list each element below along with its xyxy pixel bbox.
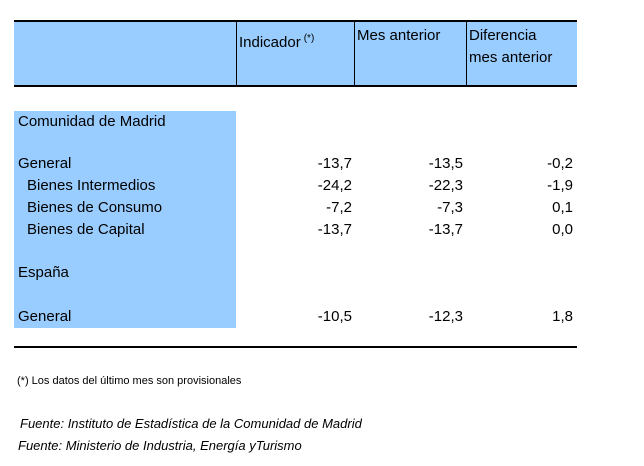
- source-line: Fuente: Ministerio de Industria, Energía…: [18, 438, 302, 453]
- table-row: Bienes de Consumo -7,2 -7,3 0,1: [0, 197, 644, 219]
- table-bottom-rule: [14, 346, 577, 348]
- header-indicador-mark: (*): [303, 33, 315, 44]
- value-diferencia: 1,8: [552, 308, 573, 325]
- row-label: Bienes de Capital: [27, 221, 145, 238]
- table-row: General -13,7 -13,5 -0,2: [0, 153, 644, 175]
- row-label: Bienes de Consumo: [27, 199, 163, 216]
- value-indicador: -13,7: [317, 221, 352, 238]
- value-mes-anterior: -12,3: [428, 308, 463, 325]
- header-diferencia-line2: mes anterior: [469, 49, 553, 66]
- value-mes-anterior: -13,5: [428, 155, 463, 172]
- value-mes-anterior: -13,7: [428, 221, 463, 238]
- value-indicador: -10,5: [317, 308, 352, 325]
- value-mes-anterior: -22,3: [428, 177, 463, 194]
- header-mes-anterior-label: Mes anterior: [357, 27, 441, 44]
- value-diferencia: 0,0: [552, 221, 573, 238]
- value-indicador: -7,2: [326, 199, 352, 216]
- table-header: Indicador (*) Mes anterior Diferencia mes…: [14, 20, 577, 87]
- source-line: Fuente: Instituto de Estadística de la C…: [20, 416, 362, 431]
- table-row: Bienes Intermedios -24,2 -22,3 -1,9: [0, 175, 644, 197]
- header-diferencia-line1: Diferencia: [469, 27, 537, 44]
- section-title-row: Comunidad de Madrid: [0, 111, 644, 133]
- section-title: España: [18, 264, 69, 281]
- table-row: Bienes de Capital -13,7 -13,7 0,0: [0, 219, 644, 241]
- value-diferencia: 0,1: [552, 199, 573, 216]
- row-label: General: [18, 308, 72, 325]
- table-row: General -10,5 -12,3 1,8: [0, 306, 644, 328]
- row-label: General: [18, 155, 72, 172]
- value-mes-anterior: -7,3: [437, 199, 463, 216]
- value-diferencia: -1,9: [547, 177, 573, 194]
- section-title: Comunidad de Madrid: [18, 113, 166, 130]
- header-mes-anterior: Mes anterior: [354, 22, 466, 85]
- label-column-background: [14, 111, 236, 328]
- section-title-row: España: [0, 262, 644, 284]
- value-diferencia: -0,2: [547, 155, 573, 172]
- value-indicador: -24,2: [317, 177, 352, 194]
- value-indicador: -13,7: [317, 155, 352, 172]
- header-indicador: Indicador (*): [236, 22, 354, 85]
- header-indicador-label: Indicador: [239, 34, 301, 51]
- header-diferencia: Diferencia mes anterior: [466, 22, 577, 85]
- row-label: Bienes Intermedios: [27, 177, 156, 194]
- footnote: (*) Los datos del último mes son provisi…: [17, 375, 242, 387]
